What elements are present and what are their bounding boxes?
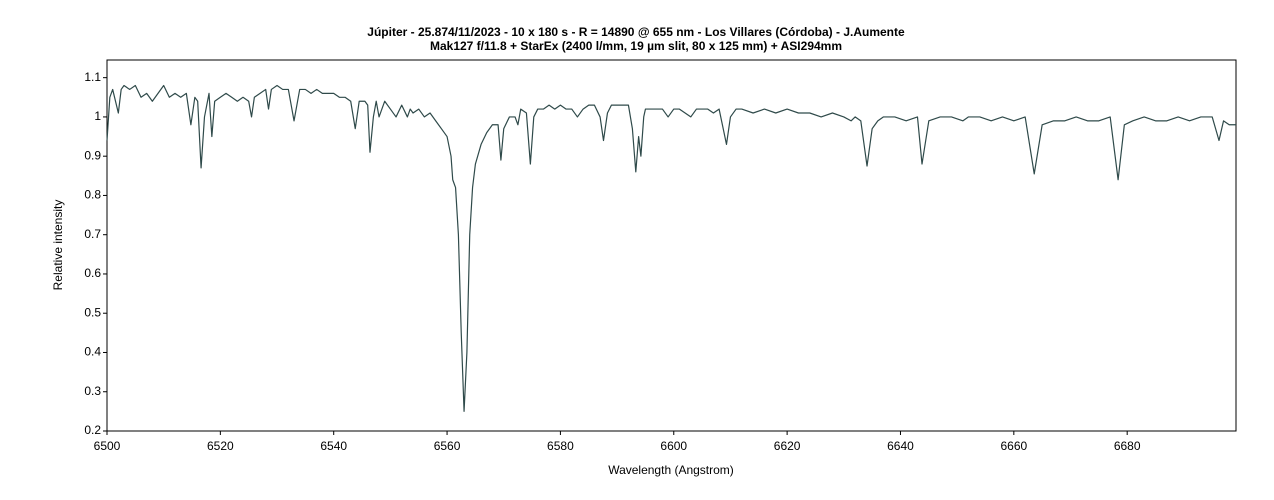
y-tick-label: 0.4 <box>84 345 101 359</box>
y-tick-label: 0.2 <box>84 423 101 437</box>
y-tick-label: 0.9 <box>84 148 101 162</box>
spectrum-line <box>106 84 1236 412</box>
y-axis-label: Relative intensity <box>51 200 65 291</box>
plot-frame <box>106 59 1237 432</box>
x-tick-label: 6520 <box>207 439 234 453</box>
x-tick-label: 6560 <box>434 439 461 453</box>
y-tick-label: 1.1 <box>84 70 101 84</box>
y-tick-label: 0.3 <box>84 384 101 398</box>
y-tick-label: 0.8 <box>84 188 101 202</box>
y-tick-label: 0.5 <box>84 305 101 319</box>
x-tick-label: 6620 <box>774 439 801 453</box>
x-axis-label: Wavelength (Angstrom) <box>608 463 734 477</box>
y-tick-label: 1 <box>94 109 101 123</box>
x-tick-label: 6640 <box>887 439 914 453</box>
chart-title: Júpiter - 25.874/11/2023 - 10 x 180 s - … <box>367 25 905 39</box>
x-tick-label: 6580 <box>547 439 574 453</box>
x-tick-label: 6680 <box>1114 439 1141 453</box>
y-tick-label: 0.6 <box>84 266 101 280</box>
y-tick-label: 0.7 <box>84 227 101 241</box>
x-tick-label: 6600 <box>660 439 687 453</box>
x-tick-label: 6660 <box>1000 439 1027 453</box>
x-tick-label: 6540 <box>320 439 347 453</box>
chart-subtitle: Mak127 f/11.8 + StarEx (2400 l/mm, 19 µm… <box>430 39 842 53</box>
x-tick-label: 6500 <box>94 439 121 453</box>
